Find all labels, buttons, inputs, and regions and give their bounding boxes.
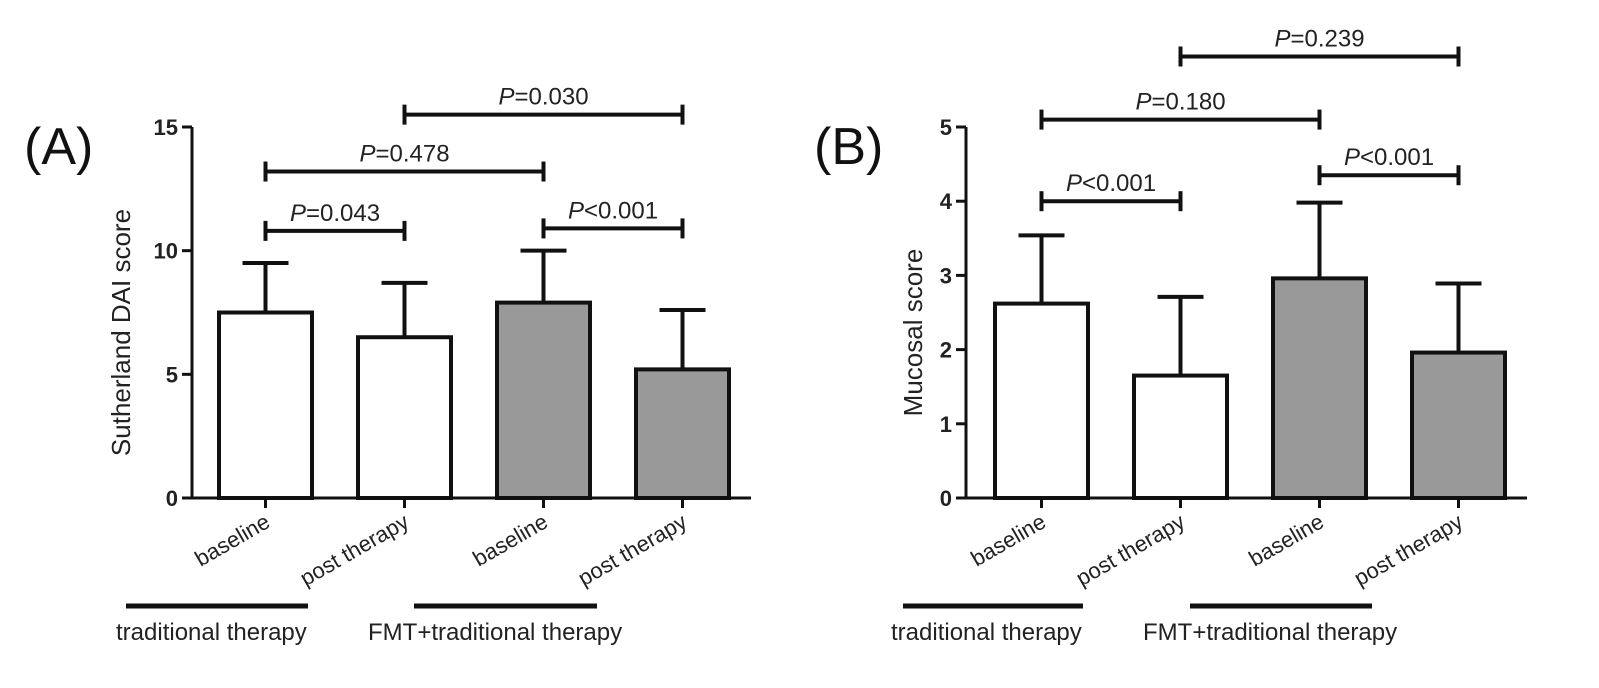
y-tick-label: 1 (940, 412, 952, 437)
bar (495, 300, 592, 500)
p-symbol: P (498, 84, 514, 111)
bar (993, 301, 1090, 501)
category-label: post therapy (296, 509, 413, 591)
y-tick-label: 0 (940, 486, 952, 511)
bar (634, 367, 731, 500)
p-value-text: <0.001 (584, 197, 658, 224)
bar (356, 335, 453, 500)
y-tick-label: 10 (154, 239, 178, 264)
p-value-text: =0.478 (375, 141, 449, 168)
group-label: FMT+traditional therapy (1143, 619, 1397, 646)
category-label: baseline (191, 509, 274, 572)
p-value-text: =0.180 (1151, 89, 1225, 116)
y-tick-label: 15 (154, 115, 178, 140)
p-symbol: P (359, 141, 375, 168)
group-label: FMT+traditional therapy (368, 619, 622, 646)
group-label: traditional therapy (116, 619, 307, 646)
p-symbol: P (290, 200, 306, 227)
panel-b: (B) Mucosal score 0 1 2 3 4 5 baseline post thera… (814, 26, 1527, 646)
bar (217, 310, 314, 500)
p-value-text: =0.043 (306, 200, 380, 227)
p-value-label: P=0.239 (1274, 26, 1364, 53)
bar (1410, 350, 1507, 500)
p-value-label: P<0.001 (568, 197, 658, 224)
panel-label: (A) (24, 118, 93, 176)
group-label: traditional therapy (891, 619, 1082, 646)
p-value-label: P<0.001 (1066, 170, 1156, 197)
y-axis-title: Mucosal score (898, 249, 928, 417)
p-symbol: P (568, 197, 584, 224)
category-label: baseline (1245, 509, 1328, 572)
y-tick-label: 2 (940, 338, 952, 363)
category-label: baseline (967, 509, 1050, 572)
category-label: post therapy (574, 509, 691, 591)
p-value-text: <0.001 (1360, 144, 1434, 171)
panel-label: (B) (814, 118, 883, 176)
p-symbol: P (1344, 144, 1360, 171)
p-value-label: P=0.478 (359, 141, 449, 168)
category-label: baseline (469, 509, 552, 572)
panel-a: (A) Sutherland DAI score 0 5 10 15 baseline pos… (24, 84, 751, 646)
y-tick-label: 0 (166, 486, 178, 511)
p-value-text: =0.030 (514, 84, 588, 111)
y-tick-label: 3 (940, 263, 952, 288)
p-value-label: P<0.001 (1344, 144, 1434, 171)
p-value-label: P=0.030 (498, 84, 588, 111)
category-label: post therapy (1072, 509, 1189, 591)
p-value-label: P=0.180 (1135, 89, 1225, 116)
p-symbol: P (1066, 170, 1082, 197)
bar (1132, 373, 1229, 501)
bar (1271, 276, 1368, 501)
p-value-text: <0.001 (1082, 170, 1156, 197)
y-tick-label: 4 (940, 189, 953, 214)
p-symbol: P (1135, 89, 1151, 116)
y-tick-label: 5 (166, 362, 178, 387)
category-label: post therapy (1350, 509, 1467, 591)
y-axis-title: Sutherland DAI score (106, 209, 136, 456)
p-symbol: P (1274, 26, 1290, 53)
p-value-text: =0.239 (1290, 26, 1364, 53)
p-value-label: P=0.043 (290, 200, 380, 227)
y-tick-label: 5 (940, 115, 952, 140)
